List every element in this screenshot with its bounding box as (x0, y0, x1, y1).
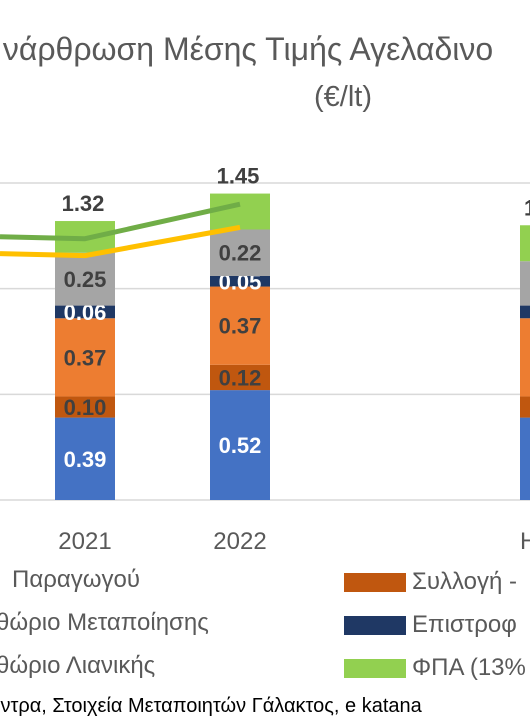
bar-segment (520, 318, 530, 397)
legend-item-collection: Συλλογή - (344, 568, 517, 596)
legend-label: Επιστροφ (412, 611, 517, 638)
legend-swatch (344, 572, 406, 592)
x-tick-label: 2021 (58, 528, 111, 555)
total-label: 1.32 (62, 191, 105, 216)
source-note: ιντρα, Στοιχεία Μεταποιητών Γάλακτος, e … (0, 695, 422, 717)
total-label: 1.45 (217, 164, 260, 189)
bar-segment-collection (55, 396, 115, 418)
bar-segment (520, 417, 530, 500)
bar-segment-vat (210, 193, 270, 230)
chart-title: νάρθρωση Μέσης Τιμής Αγελαδινο (3, 31, 493, 67)
legend-label: θώριο Λιανικής (0, 652, 156, 679)
legend-label: Παραγωγού (12, 566, 140, 593)
green-line (0, 201, 241, 242)
bar-segment-retail (210, 229, 270, 276)
legend-item-vat: ΦΠΑ (13% (344, 654, 526, 682)
legend-item-retail: θώριο Λιανικής (0, 652, 155, 680)
bar-segment-processing (210, 286, 270, 365)
data-label-producer: 0.39 (64, 447, 107, 472)
bar-segment-producer (210, 390, 270, 500)
legend-item-processing: θώριο Μεταποίησης (0, 609, 209, 637)
chart-unit-subtitle: (€/lt) (314, 81, 372, 113)
data-label-retail: 0.25 (64, 267, 107, 292)
legend-item-return: Επιστροφ (344, 611, 517, 639)
x-tick-label: 2022 (213, 528, 266, 555)
bar-segment-return (210, 275, 270, 287)
yellow-line (0, 224, 241, 259)
bar-segment-retail (55, 252, 115, 306)
legend-label: ΦΠΑ (13% (412, 654, 526, 681)
data-label-retail: 0.22 (219, 241, 262, 266)
bar-segment (520, 305, 530, 319)
data-label-producer: 0.52 (219, 433, 262, 458)
x-tick-label: H1 (520, 528, 530, 555)
data-label-collection: 0.10 (64, 395, 107, 420)
legend-swatch (344, 615, 406, 635)
bar-segment-processing (55, 318, 115, 397)
data-label-processing: 0.37 (219, 314, 262, 339)
legend-swatch (344, 658, 406, 678)
trend-lines (0, 201, 241, 259)
stacked-bars: 0.390.100.370.060.251.320.520.120.370.05… (55, 164, 530, 500)
bar-segment-producer (55, 417, 115, 500)
bar-segment-return (55, 305, 115, 319)
legend-label: θώριο Μεταποίησης (0, 609, 209, 636)
bar-segment-collection (210, 364, 270, 391)
data-label-processing: 0.37 (64, 345, 107, 370)
legend-label: Συλλογή - (412, 568, 517, 595)
x-axis-labels: 2021 2022 H1 (58, 528, 530, 555)
total-label: 1 (524, 195, 530, 220)
bar-segment (520, 225, 530, 262)
bar-segment (520, 261, 530, 306)
data-label-collection: 0.12 (219, 365, 262, 390)
bar-segment (520, 396, 530, 418)
bar-stack-H1: 1 (520, 195, 530, 500)
bar-stack-2022: 0.520.120.370.050.221.45 (210, 164, 270, 500)
legend-item-producer: Παραγωγού (12, 566, 140, 594)
